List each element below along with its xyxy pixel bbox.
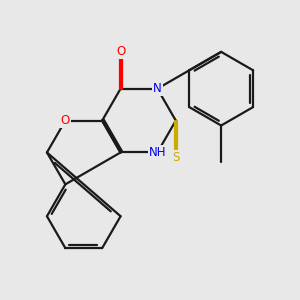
Text: O: O — [61, 114, 70, 127]
Text: S: S — [172, 151, 179, 164]
Text: O: O — [116, 45, 125, 58]
Text: NH: NH — [148, 146, 166, 159]
Text: N: N — [153, 82, 162, 95]
